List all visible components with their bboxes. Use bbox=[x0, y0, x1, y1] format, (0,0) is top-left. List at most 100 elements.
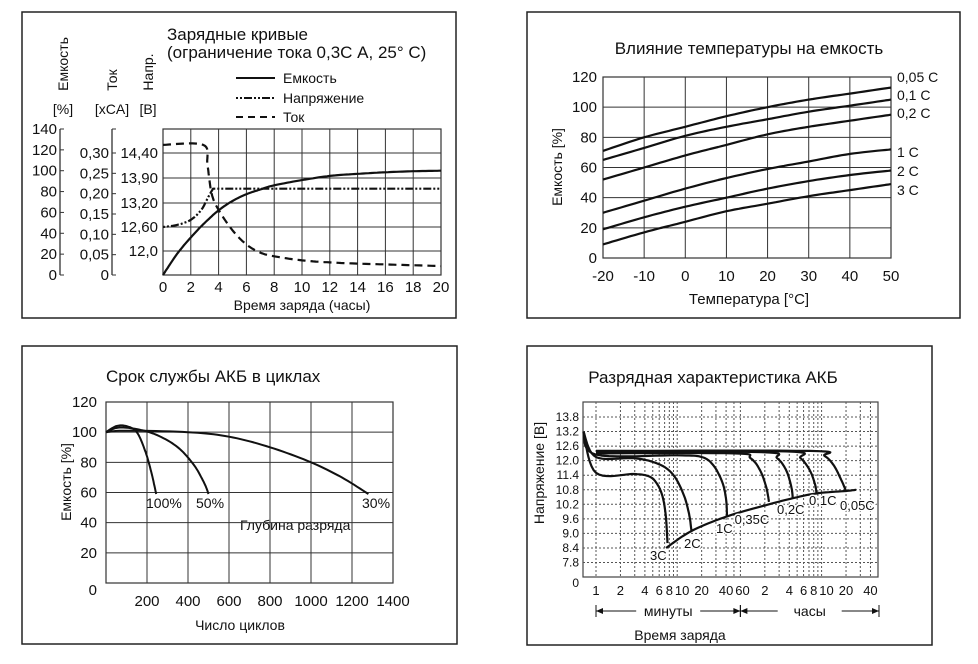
chart2-y-tick-label: 40 bbox=[580, 190, 597, 207]
current-tick-label: 0,25 bbox=[80, 165, 109, 182]
chart3-y-label: Емкость [%] bbox=[58, 443, 74, 521]
chart3-y-tick-label: 100 bbox=[72, 424, 97, 441]
capacity-tick-label: 40 bbox=[40, 225, 57, 242]
chart2-series-line bbox=[602, 183, 892, 246]
chart4-x-tick-label: 40 bbox=[719, 583, 733, 598]
chart2-y-tick-label: 0 bbox=[589, 250, 597, 267]
chart3-y-tick-label: 80 bbox=[80, 454, 97, 471]
chart4-x-tick-label: 8 bbox=[666, 583, 673, 598]
chart1-plot: 0 2 4 6 8 10 12 14 16 18 20 0 20 40 60 80 100 120 140 0 0,05… bbox=[32, 121, 449, 296]
chart4-x-tick-label: 10 bbox=[819, 583, 833, 598]
chart4-series-line bbox=[582, 431, 669, 544]
chart3-x-tick-label: 1400 bbox=[376, 593, 409, 610]
chart4-x-tick-label: 2 bbox=[761, 583, 768, 598]
chart3-series-label: 100% bbox=[146, 495, 182, 511]
axis-voltage-unit: [В] bbox=[139, 101, 156, 117]
chart4-y-tick-label: 13.2 bbox=[556, 425, 580, 439]
chart4-x-tick-label: 1 bbox=[592, 583, 599, 598]
chart1-x-tick-label: 12 bbox=[321, 279, 338, 296]
chart4-x-tick-label: 2 bbox=[617, 583, 624, 598]
chart2-series-label: 0,2 С bbox=[897, 105, 930, 121]
chart3-x-label: Число циклов bbox=[195, 617, 285, 633]
arrow-right-icon bbox=[733, 608, 741, 614]
voltage-tick-label: 12,60 bbox=[120, 219, 158, 236]
current-curve bbox=[162, 142, 442, 268]
chart2-series-line bbox=[602, 86, 892, 152]
chart2-x-tick-label: 0 bbox=[681, 268, 689, 285]
chart2-x-tick-label: -20 bbox=[592, 268, 614, 285]
chart4-series-label: 3C bbox=[650, 548, 667, 563]
capacity-curve bbox=[162, 169, 441, 276]
chart3-title: Срок службы АКБ в циклах bbox=[106, 367, 321, 386]
chart1-x-tick-label: 20 bbox=[433, 279, 450, 296]
chart3-x-tick-label: 1200 bbox=[335, 593, 368, 610]
capacity-tick-label: 80 bbox=[40, 184, 57, 201]
arrow-left-icon bbox=[596, 608, 603, 614]
chart3-x-tick-label: 1000 bbox=[294, 593, 327, 610]
chart4-x-tick-label: 40 bbox=[863, 583, 877, 598]
chart3-y-tick-label: 20 bbox=[80, 545, 97, 562]
voltage-tick-label: 14,40 bbox=[120, 145, 158, 162]
chart2-y-tick-label: 100 bbox=[572, 99, 597, 116]
chart2-series-label: 2 С bbox=[897, 163, 919, 179]
chart4-range-label: минуты bbox=[644, 603, 693, 619]
panel-charge-frame bbox=[21, 11, 457, 319]
chart4-series-line bbox=[596, 449, 848, 492]
chart2-series-label: 0,05 С bbox=[897, 69, 938, 85]
capacity-tick-label: 140 bbox=[32, 121, 57, 138]
chart3-x-tick-label: 200 bbox=[134, 593, 159, 610]
chart4-series-line bbox=[582, 431, 693, 532]
chart4-y-tick-label: 10.8 bbox=[556, 483, 580, 497]
chart3-series-label: 30% bbox=[362, 495, 390, 511]
capacity-tick-label: 0 bbox=[49, 267, 57, 284]
chart3-series-line bbox=[105, 426, 210, 495]
chart2-x-tick-label: 20 bbox=[759, 268, 776, 285]
axis-capacity-unit: [%] bbox=[53, 101, 73, 117]
chart2-x-tick-label: -10 bbox=[633, 268, 655, 285]
chart3-plot: 200 400 600 800 1000 1200 1400 0 20 40 60 80 100 120 1… bbox=[72, 394, 410, 610]
chart4-y-tick-label: 10.2 bbox=[556, 497, 580, 511]
chart1-x-label: Время заряда (часы) bbox=[234, 297, 371, 313]
chart2-series-line bbox=[602, 113, 892, 181]
axis-current-unit: [xCA] bbox=[95, 101, 129, 117]
chart1-x-tick-label: 6 bbox=[242, 279, 250, 296]
chart4-plot: 0 7.88.49.09.610.210.811.412.012.613.213.… bbox=[556, 401, 880, 619]
chart2-y-tick-label: 20 bbox=[580, 220, 597, 237]
chart4-y-tick-label: 9.0 bbox=[562, 526, 579, 540]
current-tick-label: 0,30 bbox=[80, 145, 109, 162]
chart1-x-tick-label: 4 bbox=[214, 279, 222, 296]
chart1-x-tick-label: 0 bbox=[159, 279, 167, 296]
chart4-series-line bbox=[582, 431, 729, 517]
chart3-annotation: Глубина разряда bbox=[240, 517, 351, 533]
chart4-y-tick-label: 11.4 bbox=[557, 468, 580, 482]
panel-discharge-frame bbox=[526, 345, 933, 646]
chart4-series-label: 0,1C bbox=[809, 493, 836, 508]
chart1-x-tick-label: 16 bbox=[377, 279, 394, 296]
chart1-subtitle: (ограничение тока 0,3С А, 25° С) bbox=[167, 43, 426, 62]
chart4-series-label: 2C bbox=[684, 536, 701, 551]
voltage-tick-label: 13,90 bbox=[120, 170, 158, 187]
panel-cycles-frame bbox=[21, 345, 458, 645]
chart1-title: Зарядные кривые bbox=[167, 25, 308, 44]
chart2-x-tick-label: 50 bbox=[883, 268, 900, 285]
capacity-tick-label: 60 bbox=[40, 204, 57, 221]
current-tick-label: 0 bbox=[101, 267, 109, 284]
chart4-series-line bbox=[665, 488, 857, 549]
chart2-x-tick-label: 40 bbox=[842, 268, 859, 285]
current-tick-label: 0,05 bbox=[80, 247, 109, 264]
chart3-y-tick-label: 120 bbox=[72, 394, 97, 411]
capacity-tick-label: 120 bbox=[32, 142, 57, 159]
chart3-x-tick-label: 600 bbox=[216, 593, 241, 610]
chart4-y-tick-label: 7.8 bbox=[562, 556, 579, 570]
arrow-left-icon bbox=[740, 608, 748, 614]
chart4-x-tick-label: 8 bbox=[810, 583, 817, 598]
chart4-y-tick-label: 12.6 bbox=[556, 439, 580, 453]
chart2-series-line bbox=[602, 169, 892, 231]
chart3-series-line bbox=[105, 429, 369, 495]
axis-current-label: Ток bbox=[104, 68, 120, 90]
chart3-x-tick-label: 400 bbox=[175, 593, 200, 610]
chart2-series-line bbox=[602, 98, 892, 162]
chart4-range-label: часы bbox=[794, 603, 826, 619]
voltage-tick-label: 12,0 bbox=[129, 243, 158, 260]
chart4-y-tick-label: 9.6 bbox=[562, 512, 579, 526]
